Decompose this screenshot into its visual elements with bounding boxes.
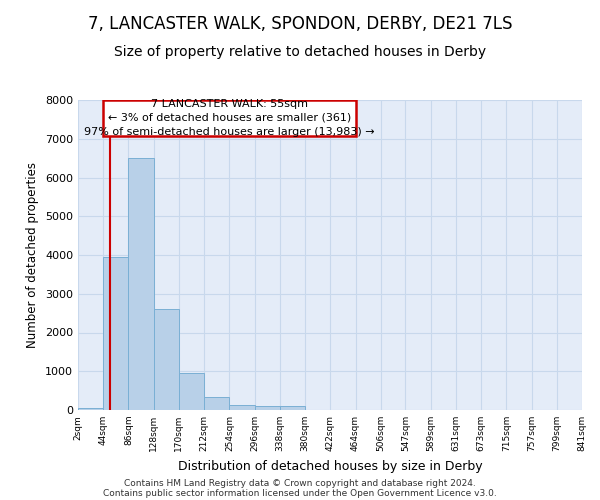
Bar [204,397,229,410]
Bar [78,408,103,410]
Text: 7 LANCASTER WALK: 55sqm
← 3% of detached houses are smaller (361)
97% of semi-de: 7 LANCASTER WALK: 55sqm ← 3% of detached… [84,99,374,137]
Y-axis label: Number of detached properties: Number of detached properties [26,162,40,348]
Text: Size of property relative to detached houses in Derby: Size of property relative to detached ho… [114,45,486,59]
Bar [179,373,204,410]
Bar [254,406,280,410]
Bar [229,406,254,410]
FancyBboxPatch shape [103,100,356,136]
Text: 7, LANCASTER WALK, SPONDON, DERBY, DE21 7LS: 7, LANCASTER WALK, SPONDON, DERBY, DE21 … [88,15,512,33]
Bar [103,257,128,410]
Bar [280,406,305,410]
Bar [154,309,179,410]
X-axis label: Distribution of detached houses by size in Derby: Distribution of detached houses by size … [178,460,482,472]
Text: Contains public sector information licensed under the Open Government Licence v3: Contains public sector information licen… [103,488,497,498]
Bar [128,158,154,410]
Text: Contains HM Land Registry data © Crown copyright and database right 2024.: Contains HM Land Registry data © Crown c… [124,478,476,488]
